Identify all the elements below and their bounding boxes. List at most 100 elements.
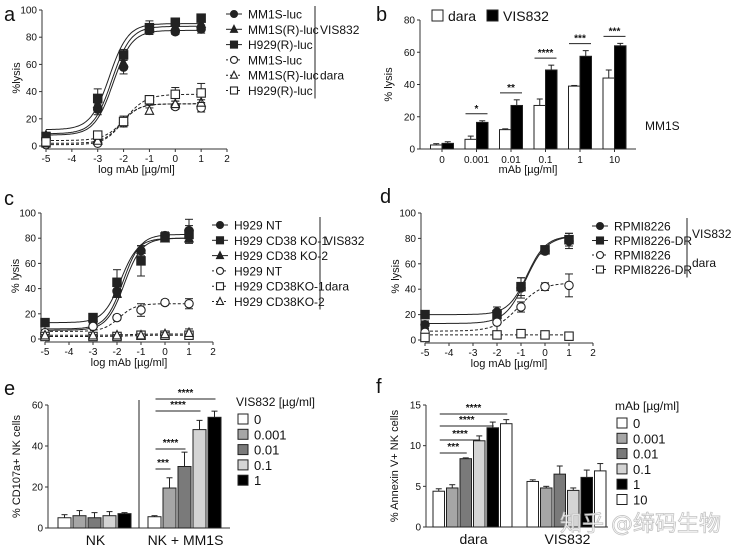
x-tick-label: -1 — [145, 154, 154, 165]
legend-marker — [595, 236, 605, 245]
significance-label: **** — [170, 400, 186, 411]
bar — [162, 487, 177, 529]
x-tick-label: 10 — [609, 155, 621, 166]
data-point — [135, 243, 147, 254]
legend-group-label: dara — [325, 280, 349, 294]
y-tick-label: 80 — [404, 16, 416, 27]
significance-label: ** — [507, 83, 515, 94]
x-tick-label: -3 — [469, 348, 478, 359]
panel-label-b: b — [376, 4, 387, 26]
y-axis-label: % lysis — [10, 258, 22, 293]
x-tick-label: 2 — [210, 347, 216, 358]
significance-label: *** — [574, 34, 586, 45]
x-tick-label: VIS832 — [545, 531, 591, 547]
data-point — [135, 329, 147, 340]
y-tick-label: 40 — [26, 87, 38, 98]
y-tick-label: 60 — [404, 48, 416, 59]
x-axis-label: log mAb [µg/ml] — [91, 357, 168, 369]
y-tick-label: 80 — [405, 234, 417, 245]
legend-label: 0 — [633, 416, 640, 431]
data-point — [92, 134, 103, 145]
legend-group-label: VIS832 — [320, 23, 360, 37]
bar — [446, 487, 459, 528]
bar — [117, 513, 132, 529]
data-point — [540, 330, 550, 340]
x-tick-label: 0.01 — [501, 155, 521, 166]
bar — [533, 104, 546, 150]
data-point — [420, 332, 430, 343]
y-tick-label: 5 — [415, 482, 421, 493]
panel-label-a: a — [4, 4, 16, 26]
x-tick-label: 0.001 — [464, 155, 489, 166]
data-point — [87, 329, 99, 340]
legend-label: 0.001 — [254, 427, 287, 442]
significance-label: **** — [459, 415, 475, 426]
significance-label: **** — [452, 429, 468, 440]
data-point — [112, 312, 122, 323]
data-point — [111, 287, 123, 298]
data-point — [183, 232, 195, 243]
x-tick-label: dara — [459, 531, 487, 547]
legend-label: H929(R)-luc — [248, 38, 313, 52]
data-point — [184, 298, 194, 309]
legend-marker — [229, 40, 239, 49]
legend-swatch — [237, 474, 249, 486]
legend-label: dara — [448, 8, 476, 24]
y-tick-label: 20 — [32, 483, 44, 494]
significance-label: *** — [157, 458, 169, 469]
data-point — [516, 281, 526, 292]
bar — [579, 55, 592, 150]
legend-label: H929 CD38 KO-2 — [234, 249, 328, 263]
y-tick-label: 60 — [26, 60, 38, 71]
data-point — [159, 328, 171, 339]
data-point — [40, 317, 50, 328]
legend-marker — [229, 69, 239, 79]
bar — [177, 466, 192, 529]
x-tick-label: 0 — [542, 348, 548, 359]
bar — [430, 144, 443, 150]
data-point — [111, 329, 123, 340]
legend-label: H929 NT — [234, 264, 283, 278]
data-point — [39, 329, 51, 340]
data-point — [564, 331, 574, 341]
x-tick-label: -3 — [93, 154, 102, 165]
legend-group-label: dara — [692, 256, 716, 270]
data-point — [118, 116, 129, 127]
x-tick-label: 2 — [590, 348, 596, 359]
legend-group-label: VIS832 — [692, 227, 732, 241]
legend-swatch — [616, 463, 628, 475]
panel-label-d: d — [380, 186, 391, 208]
data-point — [144, 95, 155, 105]
legend-label: 1 — [254, 473, 261, 488]
x-axis-label: log mAb [µg/ml] — [471, 358, 548, 370]
significance-label: **** — [538, 48, 554, 59]
panel-a: 0 20 40 60 80 100 -5 -4 -3 -2 -1 0 1 2 log mAb [µg/ml]… — [11, 6, 360, 177]
y-tick-label: 20 — [25, 309, 37, 320]
data-point — [170, 97, 181, 109]
data-point — [183, 326, 195, 337]
legend-group-label: VIS832 — [325, 234, 365, 248]
data-point — [564, 234, 574, 245]
y-tick-label: 0 — [410, 336, 416, 347]
legend-label: MM1S-luc — [248, 53, 302, 67]
data-point — [118, 57, 129, 68]
legend-label: 0.1 — [254, 458, 272, 473]
legend-label: 0.1 — [633, 462, 651, 477]
legend-marker — [215, 266, 225, 275]
watermark: 知乎 @缔码生物 — [560, 512, 721, 537]
x-axis-label: log mAb [µg/ml] — [98, 164, 175, 176]
data-point — [170, 17, 181, 27]
legend-label: MM1S(R)-luc — [248, 69, 319, 83]
bar — [602, 77, 615, 150]
legend-swatch — [616, 417, 628, 429]
data-point — [112, 277, 122, 288]
bar — [553, 473, 566, 528]
legend-marker — [215, 296, 225, 306]
legend-marker — [215, 236, 225, 245]
data-point — [420, 309, 430, 320]
legend-label: RPMI8226-DR — [614, 263, 692, 277]
y-tick-label: 15 — [410, 401, 422, 412]
legend-label: H929 CD38KO-2 — [234, 295, 325, 309]
bar — [207, 416, 222, 529]
